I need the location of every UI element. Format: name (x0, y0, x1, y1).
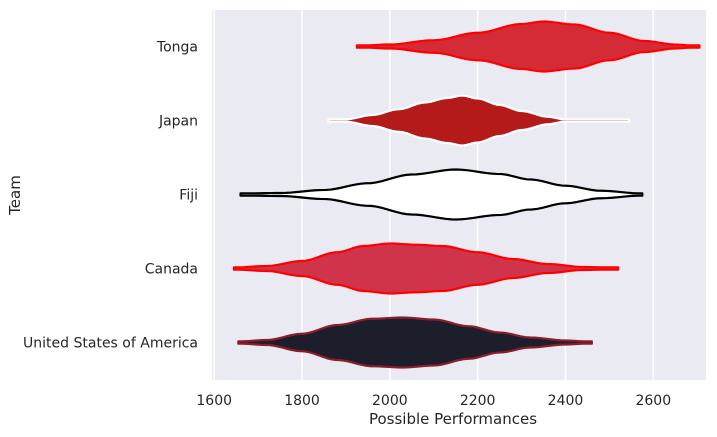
y-axis-label: Team (6, 175, 24, 216)
x-tick-labels: 1600 1800 2000 2200 2400 2600 (196, 393, 671, 409)
violins (232, 20, 701, 369)
violin-japan (327, 94, 631, 147)
x-tick-1800: 1800 (284, 393, 320, 409)
y-tick-canada: Canada (145, 262, 198, 278)
x-tick-2600: 2600 (635, 393, 671, 409)
x-tick-2000: 2000 (372, 393, 408, 409)
y-tick-japan: Japan (158, 114, 198, 130)
x-tick-2400: 2400 (548, 393, 584, 409)
y-tick-tonga: Tonga (156, 40, 198, 56)
y-tick-united-states-of-america: United States of America (23, 336, 198, 352)
y-tick-fiji: Fiji (179, 188, 198, 204)
y-tick-labels: Tonga Japan Fiji Canada United States of Ame… (23, 40, 198, 352)
x-tick-2200: 2200 (460, 393, 496, 409)
violin-united-states-of-america (237, 316, 593, 369)
violin-fiji (239, 168, 644, 221)
violin-canada (232, 242, 620, 295)
x-tick-1600: 1600 (196, 393, 232, 409)
violin-tonga (355, 20, 701, 73)
x-axis-label: Possible Performances (369, 410, 537, 428)
